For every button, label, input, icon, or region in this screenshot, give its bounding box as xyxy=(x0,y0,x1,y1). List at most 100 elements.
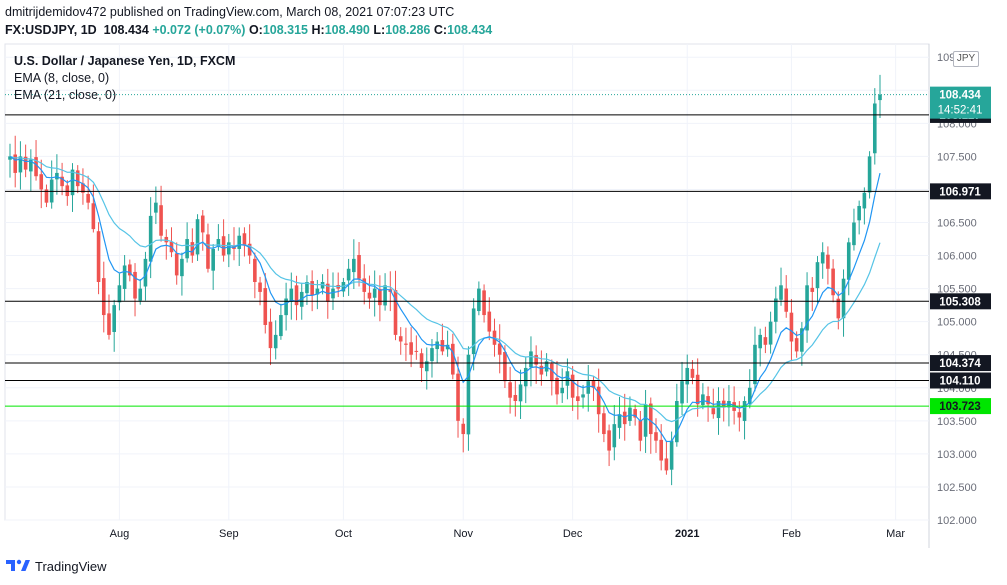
candle-body xyxy=(430,348,434,362)
symbol-name[interactable]: FX:USDJPY, 1D xyxy=(5,23,97,37)
candle-body xyxy=(409,342,413,355)
candle-body xyxy=(289,288,294,302)
x-tick-label: Feb xyxy=(782,528,801,540)
candle-body xyxy=(18,156,23,173)
candle-body xyxy=(112,305,116,332)
candle-body xyxy=(367,292,372,299)
open-value: 108.315 xyxy=(262,23,309,37)
candle-body xyxy=(273,334,278,349)
candle-body xyxy=(227,242,231,255)
candle-body xyxy=(86,194,90,203)
y-tick-label: 102.500 xyxy=(937,482,977,494)
candle-body xyxy=(872,103,877,154)
legend-ema8[interactable]: EMA (8, close, 0) xyxy=(14,71,110,85)
candle-body xyxy=(617,414,622,428)
candle-body xyxy=(675,401,679,443)
low-value: 108.286 xyxy=(385,23,431,37)
level-price-tag xyxy=(930,183,991,200)
candle-body xyxy=(154,202,158,213)
candle-body xyxy=(65,185,70,197)
candle-body xyxy=(706,396,710,405)
candle-body xyxy=(122,265,127,289)
candle-body xyxy=(331,288,335,299)
candle-body xyxy=(784,288,789,312)
candle-body xyxy=(690,368,695,378)
candle-body xyxy=(34,157,38,177)
candle-body xyxy=(560,387,565,394)
candle-body xyxy=(23,156,28,170)
candle-body xyxy=(445,344,450,350)
candle-body xyxy=(633,409,637,418)
candle-body xyxy=(513,395,518,401)
candle-body xyxy=(482,290,486,316)
candle-body xyxy=(185,239,189,259)
candle-body xyxy=(268,321,273,349)
level-price-label: 104.110 xyxy=(940,376,981,388)
candle-body xyxy=(258,282,262,292)
candle-body xyxy=(680,381,684,404)
candle-body xyxy=(747,387,752,405)
candle-body xyxy=(836,298,841,319)
candle-body xyxy=(471,308,476,355)
candle-body xyxy=(398,336,403,342)
last-price-label: 108.434 xyxy=(939,90,981,102)
high-value: 108.490 xyxy=(324,23,370,37)
candle-body xyxy=(742,401,747,421)
y-tick-label: 105.500 xyxy=(937,284,977,296)
level-price-label: 105.308 xyxy=(939,296,981,308)
currency-badge[interactable]: JPY xyxy=(953,51,979,67)
legend-ema21[interactable]: EMA (21, close, 0) xyxy=(14,88,117,102)
candle-body xyxy=(716,401,721,419)
candle-body xyxy=(831,268,835,296)
candle-body xyxy=(701,394,705,406)
candle-body xyxy=(591,380,596,388)
candle-body xyxy=(643,404,648,437)
candle-body xyxy=(867,156,872,193)
candle-body xyxy=(695,374,700,405)
candle-body xyxy=(60,176,64,187)
candle-body xyxy=(466,354,471,435)
candle-body xyxy=(206,234,210,269)
candle-body xyxy=(200,215,205,233)
candle-body xyxy=(497,343,502,355)
candle-body xyxy=(622,411,627,425)
candle-body xyxy=(487,311,492,332)
candle-body xyxy=(133,271,137,299)
candle-body xyxy=(325,283,330,302)
candle-body xyxy=(424,361,429,372)
x-tick-label: Oct xyxy=(335,528,352,540)
candle-body xyxy=(826,254,830,269)
candle-body xyxy=(789,312,794,342)
candle-body xyxy=(654,432,658,441)
candle-body xyxy=(805,285,809,331)
candle-body xyxy=(461,423,466,435)
candle-body xyxy=(435,341,439,350)
candle-body xyxy=(237,235,242,249)
candle-body xyxy=(555,377,559,395)
candle-body xyxy=(159,205,163,236)
candle-body xyxy=(242,233,247,246)
x-tick-label: Sep xyxy=(219,528,239,540)
candle-body xyxy=(846,242,851,280)
publish-info: dmitrijdemidov472 published on TradingVi… xyxy=(5,5,455,19)
candle-body xyxy=(383,285,387,306)
candle-body xyxy=(737,412,742,418)
candle-body xyxy=(346,268,351,281)
level-price-tag xyxy=(930,293,991,310)
price-change: +0.072 (+0.07%) xyxy=(152,23,246,37)
candle-body xyxy=(534,355,538,365)
candle-body xyxy=(372,288,377,298)
candle-body xyxy=(669,440,674,470)
candle-body xyxy=(29,159,33,172)
candle-body xyxy=(279,315,283,337)
candle-body xyxy=(753,344,757,385)
candle-body xyxy=(13,154,18,173)
candle-body xyxy=(549,363,554,382)
level-price-tag xyxy=(930,398,991,415)
candle-body xyxy=(841,278,846,319)
candle-body xyxy=(508,382,512,398)
candle-body xyxy=(477,288,481,312)
tradingview-footer[interactable]: TradingView xyxy=(6,558,107,575)
candle-body xyxy=(758,334,762,349)
